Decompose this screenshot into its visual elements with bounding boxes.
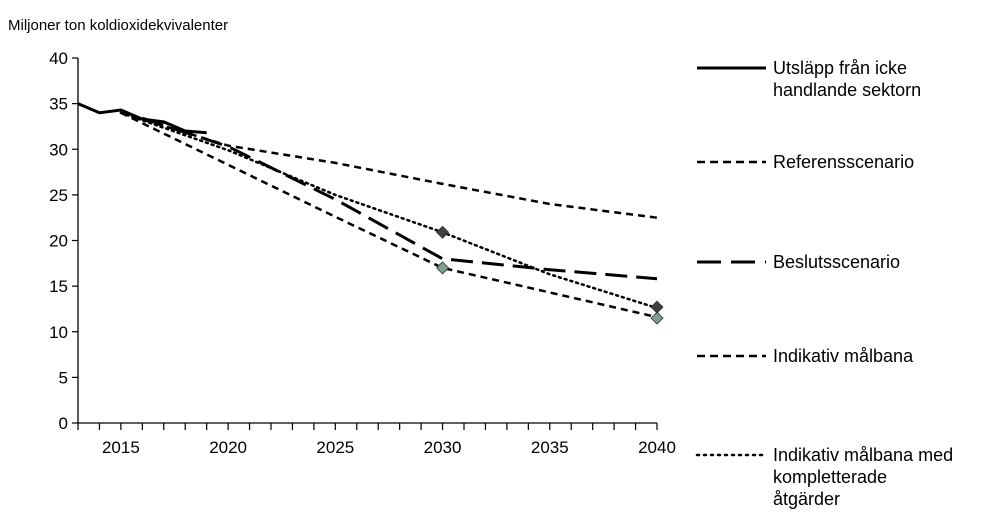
x-tick-label: 2040 (638, 438, 676, 457)
legend-label-1: handlande sektorn (773, 80, 921, 100)
data-marker-5 (435, 225, 450, 239)
y-tick-label: 5 (59, 368, 68, 387)
series-line-4 (120, 111, 658, 319)
data-marker-4 (650, 311, 664, 325)
legend-label-5: kompletterade (773, 467, 887, 487)
y-tick-label: 10 (49, 323, 68, 342)
series-line-5 (119, 111, 659, 310)
series-line-3 (141, 116, 658, 281)
data-marker-5 (650, 300, 664, 314)
y-tick-label: 30 (49, 140, 68, 159)
y-tick-label: 15 (49, 277, 68, 296)
y-tick-label: 35 (49, 95, 68, 114)
x-tick-label: 2035 (531, 438, 569, 457)
legend-label-5: åtgärder (773, 489, 840, 509)
legend-label-1: Utsläpp från icke (773, 58, 907, 78)
y-axis-label: Miljoner ton koldioxidekvivalenter (8, 17, 228, 34)
legend-label-2: Referensscenario (773, 152, 914, 172)
series-line-2 (120, 111, 658, 219)
x-tick-label: 2030 (424, 438, 462, 457)
x-tick-label: 2025 (316, 438, 354, 457)
x-tick-label: 2015 (102, 438, 140, 457)
data-marker-4 (435, 261, 450, 275)
y-tick-label: 40 (49, 49, 68, 68)
y-tick-label: 25 (49, 186, 68, 205)
legend-label-3: Beslutsscenario (773, 252, 900, 272)
y-tick-label: 20 (49, 232, 68, 251)
legend-label-4: Indikativ målbana (773, 346, 914, 366)
legend-label-5: Indikativ målbana med (773, 445, 953, 465)
y-tick-label: 0 (59, 414, 68, 433)
x-tick-label: 2020 (209, 438, 247, 457)
